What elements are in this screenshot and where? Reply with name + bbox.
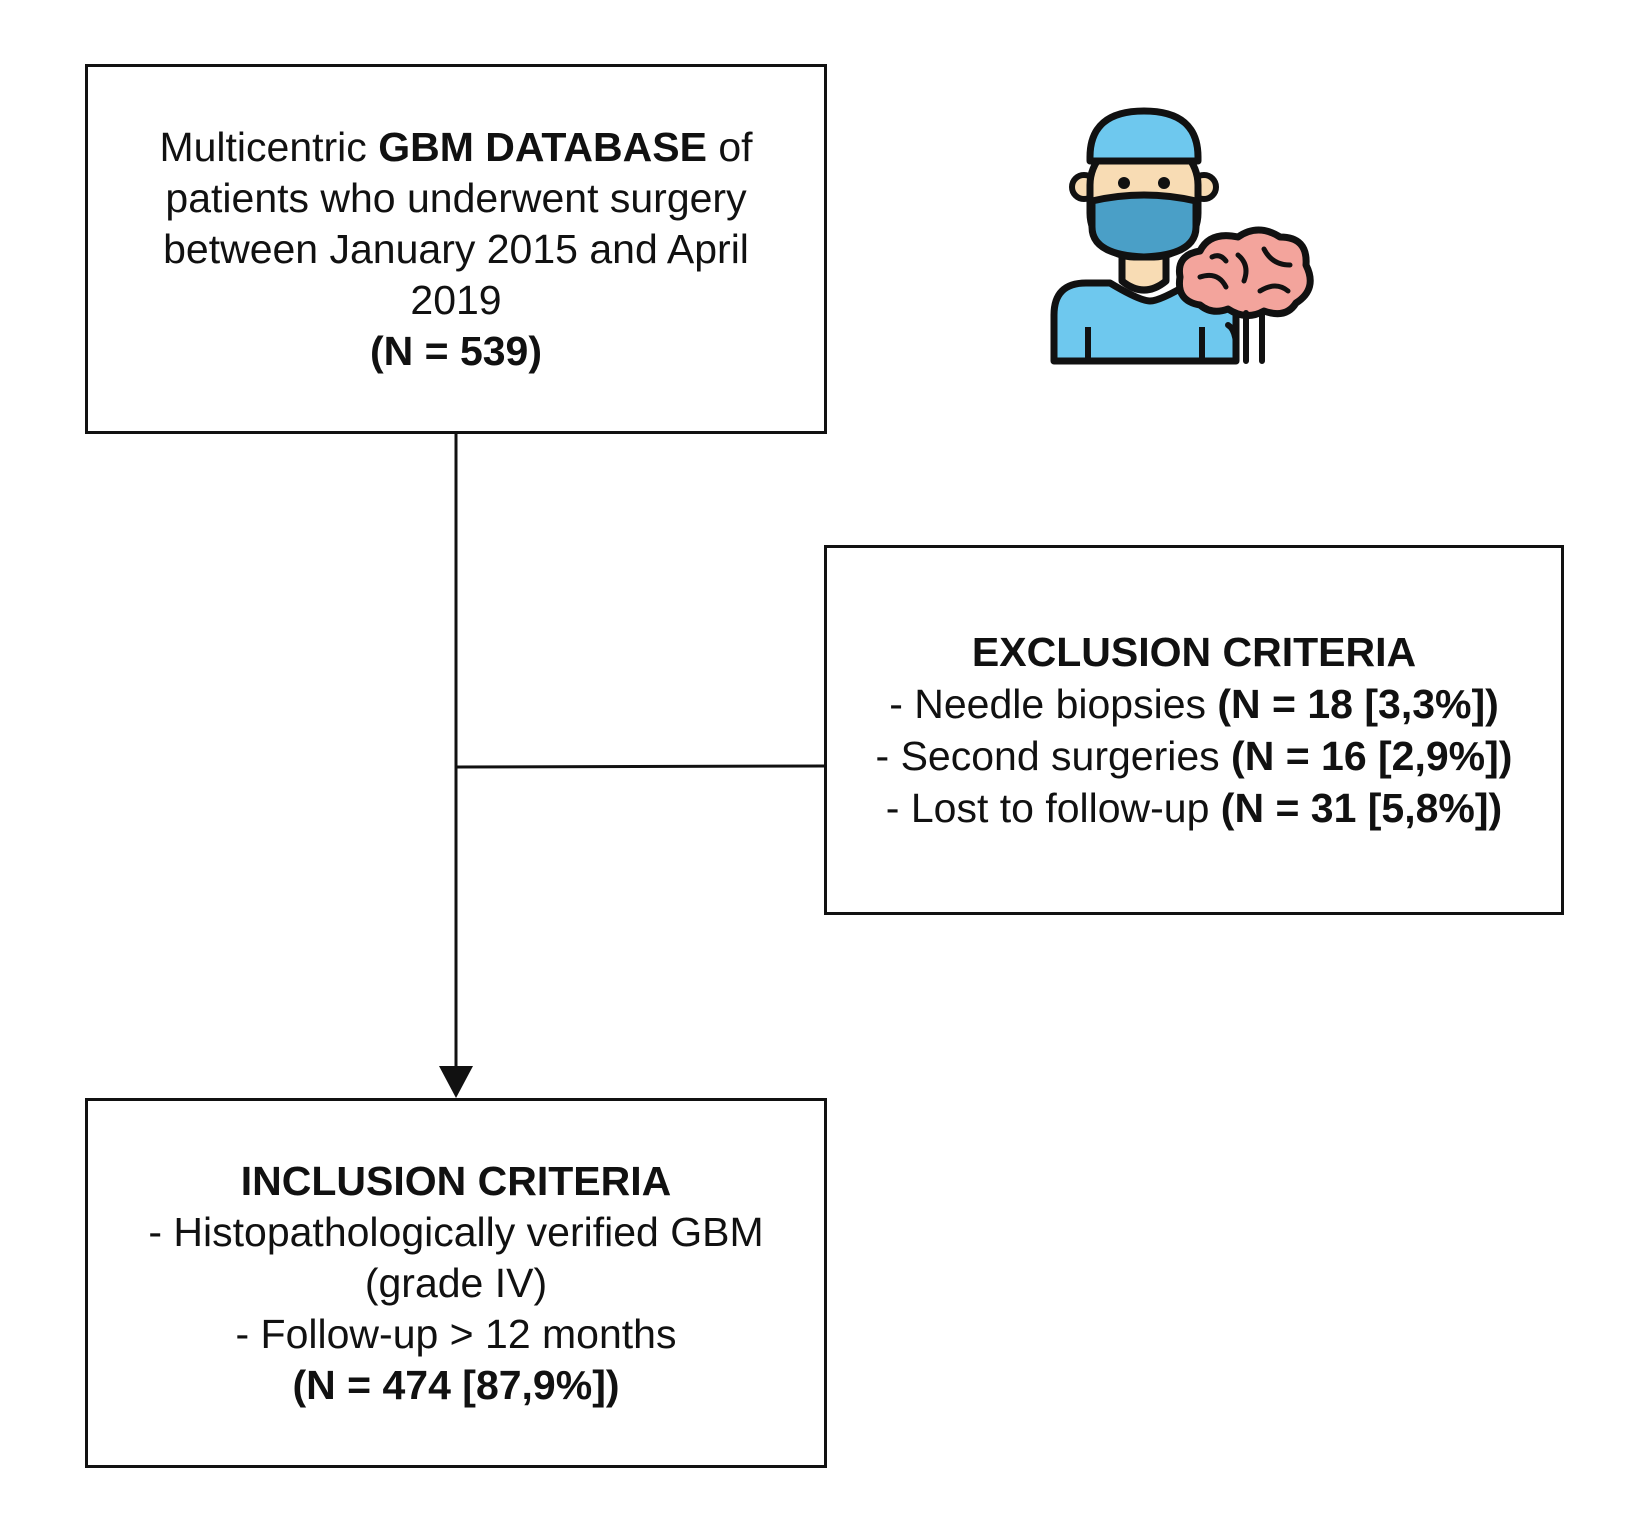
arrowhead-to-inclusion [439,1066,473,1098]
exclusion-item-count: (N = 16 [2,9%]) [1231,733,1513,779]
database-description: Multicentric GBM DATABASE of patients wh… [128,122,784,326]
inclusion-criterion-follow-up: - Follow-up > 12 months [235,1310,677,1357]
exclusion-item-label: - Needle biopsies [889,681,1218,727]
database-text-bold: GBM DATABASE [378,123,707,170]
exclusion-item-label: - Second surgeries [875,733,1232,779]
database-box: Multicentric GBM DATABASE of patients wh… [85,64,827,434]
surgeon-with-brain-icon [1050,107,1314,365]
database-count: (N = 539) [369,327,543,374]
exclusion-item-label: - Lost to follow-up [885,785,1221,831]
exclusion-criteria-box: EXCLUSION CRITERIA - Needle biopsies (N … [824,545,1564,915]
database-text-suffix: of patients who underwent surgery betwee… [163,123,753,323]
connector-to-exclusion [455,764,825,769]
exclusion-item: - Lost to follow-up (N = 31 [5,8%]) [886,782,1502,834]
exclusion-item-count: (N = 31 [5,8%]) [1220,785,1503,831]
exclusion-item-count: (N = 18 [3,3%]) [1217,681,1499,727]
exclusion-item: - Second surgeries (N = 16 [2,9%]) [876,730,1513,782]
database-text-prefix: Multicentric [159,123,379,170]
inclusion-criteria-box: INCLUSION CRITERIA - Histopathologically… [85,1098,827,1468]
inclusion-count: (N = 474 [87,9%]) [292,1361,620,1408]
inclusion-heading: INCLUSION CRITERIA [240,1157,672,1204]
inclusion-criterion-histopathology: - Histopathologically verified GBM (grad… [148,1208,764,1306]
exclusion-heading: EXCLUSION CRITERIA [971,629,1417,675]
exclusion-item: - Needle biopsies (N = 18 [3,3%]) [889,678,1499,730]
